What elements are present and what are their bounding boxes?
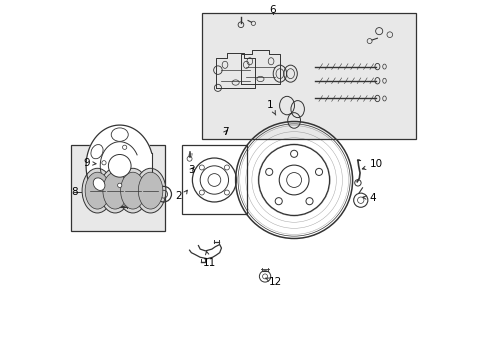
Ellipse shape	[82, 168, 113, 213]
Text: 3: 3	[188, 165, 194, 175]
Ellipse shape	[91, 145, 103, 159]
Bar	[71, 145, 164, 231]
Ellipse shape	[93, 178, 105, 190]
Text: 12: 12	[265, 277, 281, 287]
Text: 4: 4	[362, 193, 375, 203]
Text: 8: 8	[71, 187, 77, 197]
Text: 10: 10	[362, 159, 382, 170]
Ellipse shape	[100, 168, 130, 213]
Ellipse shape	[102, 172, 127, 209]
Text: 6: 6	[269, 5, 276, 15]
Bar	[202, 13, 416, 139]
Text: 1: 1	[266, 100, 275, 115]
Circle shape	[118, 183, 122, 188]
Ellipse shape	[135, 168, 165, 213]
Ellipse shape	[121, 172, 145, 209]
Ellipse shape	[85, 172, 109, 209]
Circle shape	[122, 145, 126, 149]
Text: 7: 7	[222, 127, 228, 137]
Ellipse shape	[111, 128, 128, 141]
Text: 5: 5	[153, 194, 160, 204]
Circle shape	[102, 161, 106, 165]
Text: 2: 2	[175, 191, 182, 201]
Ellipse shape	[138, 172, 163, 209]
Bar	[182, 145, 247, 214]
Polygon shape	[86, 125, 151, 207]
Ellipse shape	[117, 168, 148, 213]
Circle shape	[108, 154, 131, 177]
Text: 11: 11	[202, 251, 215, 268]
Text: 9: 9	[83, 158, 96, 168]
